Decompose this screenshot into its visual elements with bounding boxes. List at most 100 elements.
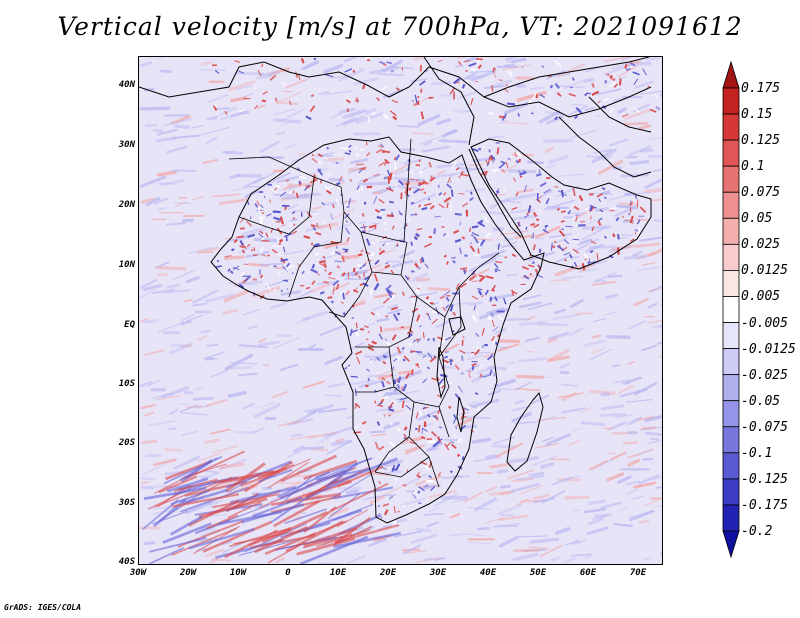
field-streak (309, 282, 332, 294)
field-speckle (253, 86, 258, 90)
field-speckle (407, 163, 410, 171)
field-speckle (360, 226, 367, 229)
field-streak (223, 255, 246, 260)
field-streak (496, 524, 518, 528)
field-streak (622, 95, 643, 99)
field-streak (466, 541, 492, 545)
field-speckle (453, 77, 461, 85)
field-speckle (484, 170, 488, 176)
field-speckle (415, 362, 420, 367)
field-streak (494, 378, 517, 388)
field-speckle (327, 296, 333, 299)
field-speckle (410, 369, 414, 376)
field-streak (550, 279, 571, 282)
field-speckle (276, 253, 285, 256)
field-streak (324, 157, 345, 162)
field-streak (139, 175, 167, 188)
field-speckle (448, 358, 453, 363)
field-speckle (379, 61, 385, 65)
field-speckle (553, 59, 561, 66)
field-speckle (378, 249, 386, 256)
field-streak (587, 499, 606, 506)
field-speckle (301, 270, 305, 275)
field-streak (608, 244, 632, 253)
field-streak (613, 523, 634, 528)
field-streak (593, 513, 613, 518)
field-streak (560, 383, 579, 387)
field-speckle (404, 275, 409, 281)
field-streak (489, 388, 514, 390)
madagascar-coastline (506, 391, 544, 472)
field-speckle (575, 107, 583, 114)
field-streak (203, 438, 221, 444)
field-streak (431, 302, 439, 306)
field-speckle (305, 185, 308, 189)
field-speckle (238, 109, 245, 113)
field-streak (344, 278, 364, 281)
field-speckle (393, 159, 396, 162)
colorbar-box (722, 426, 740, 454)
field-streak (595, 279, 607, 283)
field-streak (256, 104, 266, 109)
field-speckle (633, 107, 640, 114)
field-streak (568, 439, 581, 446)
field-speckle (278, 238, 284, 243)
field-streak (239, 228, 267, 238)
field-speckle (457, 438, 461, 443)
field-streak (324, 394, 343, 397)
field-streak (617, 107, 628, 114)
field-streak (164, 448, 183, 452)
field-speckle (452, 260, 456, 264)
field-streak (179, 404, 199, 413)
field-streak (435, 316, 457, 329)
field-streak (574, 238, 599, 252)
field-speckle (485, 232, 492, 238)
field-speckle (330, 251, 336, 256)
field-speckle (386, 187, 394, 192)
field-speckle (491, 85, 494, 92)
field-speckle (403, 437, 406, 440)
field-speckle (632, 71, 640, 76)
field-streak (383, 459, 404, 468)
field-speckle (449, 441, 455, 444)
field-speckle (391, 99, 399, 104)
field-streak (420, 422, 434, 427)
field-speckle (515, 151, 523, 158)
field-band (332, 525, 373, 547)
field-streak (299, 63, 316, 71)
field-speckle (349, 179, 352, 182)
field-streak (648, 438, 662, 445)
field-streak (591, 148, 617, 164)
field-streak (349, 379, 375, 386)
field-speckle (310, 94, 315, 98)
field-speckle (274, 187, 278, 191)
field-streak (378, 185, 396, 195)
europe-coastline (139, 57, 652, 146)
field-streak (511, 478, 534, 482)
field-speckle (285, 268, 289, 272)
field-speckle (328, 223, 332, 231)
field-streak (139, 380, 154, 388)
field-speckle (427, 198, 431, 201)
field-speckle (414, 94, 418, 103)
field-streak (283, 143, 296, 151)
field-streak (417, 114, 441, 127)
field-streak (222, 308, 239, 315)
field-speckle (394, 386, 398, 393)
field-speckle (478, 275, 486, 283)
field-streak (364, 107, 377, 115)
field-speckle (383, 414, 386, 417)
field-speckle (396, 510, 401, 513)
field-speckle (471, 225, 479, 229)
field-streak (253, 403, 281, 419)
field-streak (518, 320, 548, 327)
field-streak (557, 62, 586, 78)
field-speckle (451, 256, 457, 259)
field-streak (639, 426, 662, 431)
field-speckle (345, 290, 351, 296)
field-streak (242, 308, 261, 316)
field-speckle (494, 296, 498, 302)
field-speckle (427, 313, 431, 321)
field-speckle (578, 195, 584, 202)
field-streak (485, 486, 497, 493)
